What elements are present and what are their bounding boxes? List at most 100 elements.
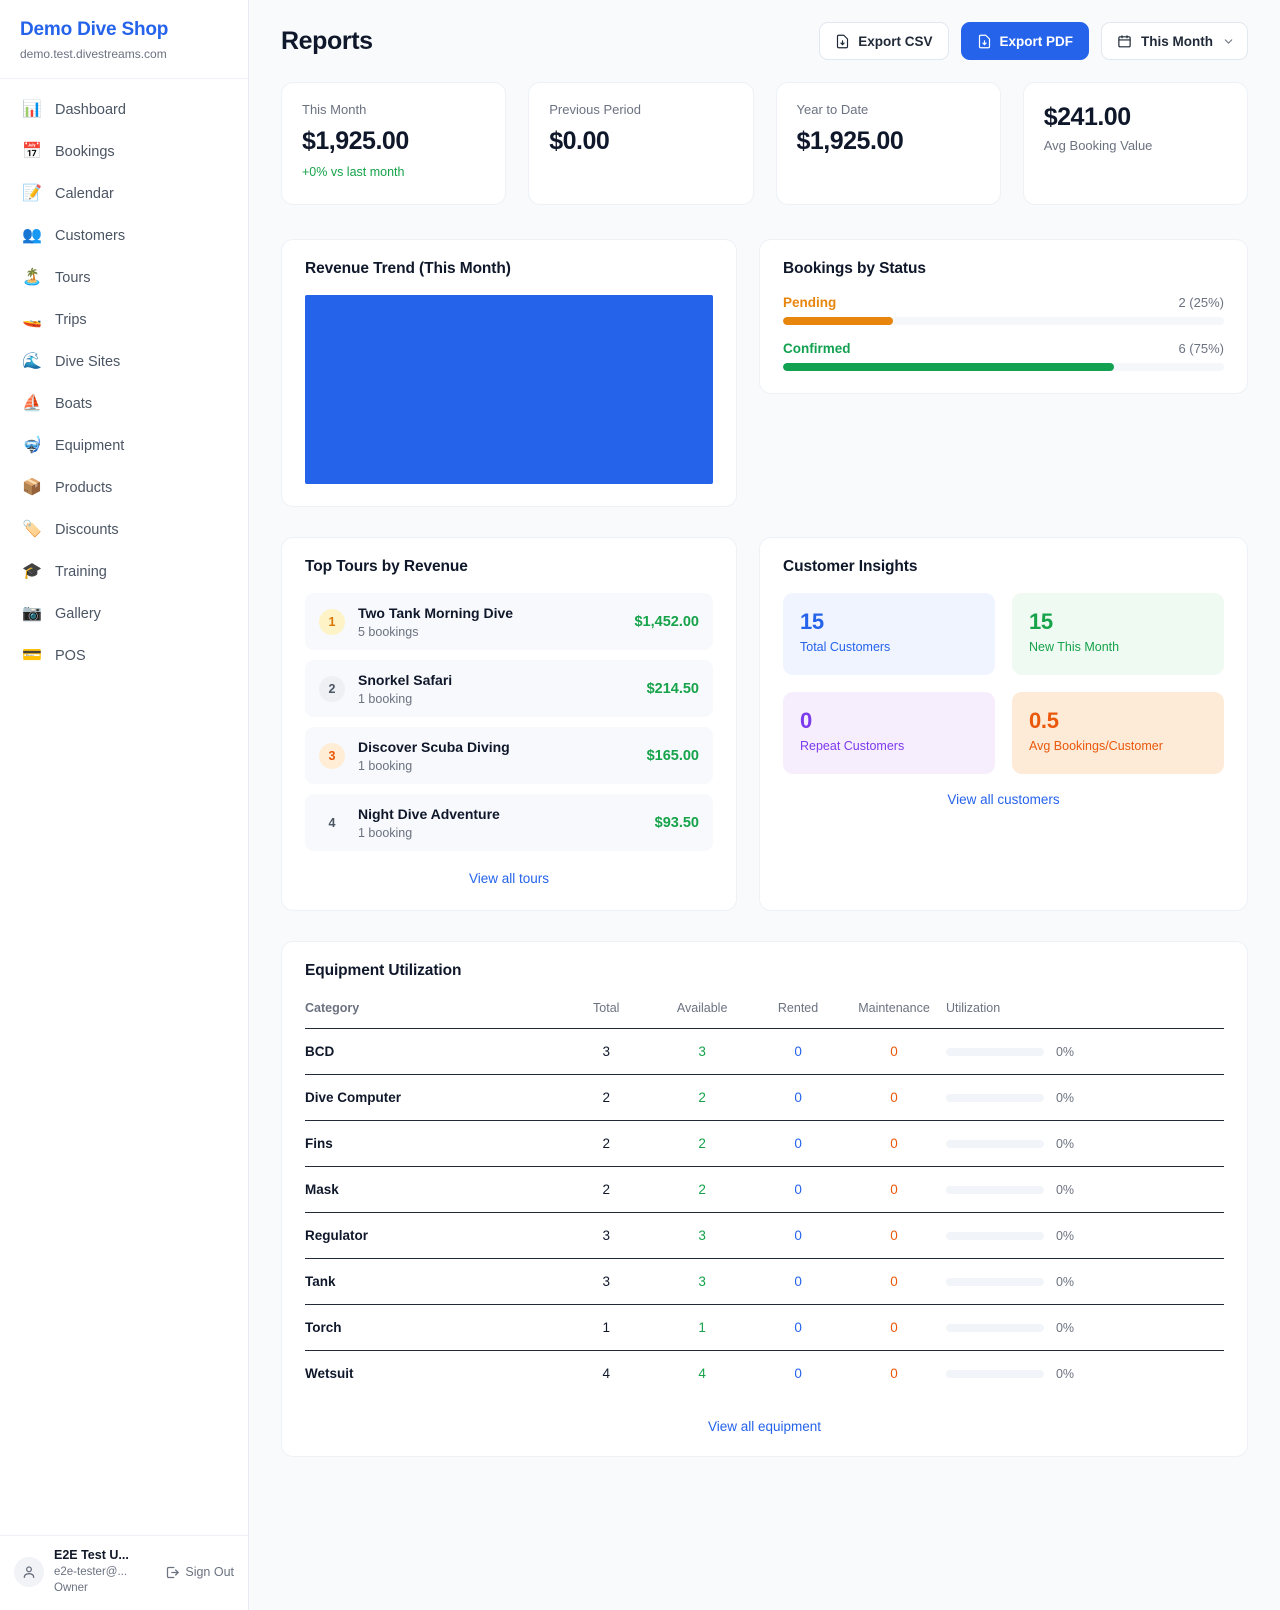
utilization-percent: 0% bbox=[1055, 1274, 1075, 1289]
view-all-tours-link[interactable]: View all tours bbox=[468, 871, 550, 886]
sidebar-item-label: Discounts bbox=[55, 522, 119, 538]
revenue-trend-chart bbox=[305, 295, 713, 484]
tour-amount: $165.00 bbox=[646, 747, 699, 764]
sidebar-item-label: Products bbox=[55, 480, 113, 496]
revenue-trend-title: Revenue Trend (This Month) bbox=[305, 260, 511, 277]
utilization-cell: 0% bbox=[945, 1367, 1216, 1381]
equipment-total: 4 bbox=[562, 1350, 659, 1396]
sailboat-icon: ⛵ bbox=[22, 395, 42, 412]
stat-card-value: $1,925.00 bbox=[796, 127, 904, 155]
equipment-column-header: Total bbox=[593, 1001, 620, 1015]
sign-out-button[interactable]: Sign Out bbox=[165, 1565, 234, 1580]
status-progress-bar bbox=[783, 317, 894, 325]
equipment-column-header: Rented bbox=[777, 1001, 819, 1015]
page-header: Reports Export CSV Export PDF bbox=[281, 22, 1248, 60]
equipment-available: 2 bbox=[658, 1074, 755, 1121]
sidebar-item-label: Tours bbox=[55, 270, 91, 286]
status-head: Confirmed 6 (75%) bbox=[783, 341, 1224, 356]
insight-tile-label: Repeat Customers bbox=[800, 739, 905, 753]
status-row: Pending 2 (25%) bbox=[783, 295, 1224, 325]
tour-main: Discover Scuba Diving 1 booking bbox=[358, 738, 634, 773]
tour-bookings: 1 booking bbox=[358, 759, 413, 773]
equipment-total: 3 bbox=[562, 1028, 659, 1075]
equipment-maintenance: 0 bbox=[850, 1120, 946, 1167]
equipment-category: Dive Computer bbox=[305, 1074, 563, 1121]
sidebar-item-products[interactable]: 📦 Products bbox=[0, 467, 248, 509]
brand-block[interactable]: Demo Dive Shop demo.test.divestreams.com bbox=[0, 0, 248, 79]
table-row: Torch 1 1 0 0 0% bbox=[305, 1304, 1224, 1351]
sidebar-item-customers[interactable]: 👥 Customers bbox=[0, 215, 248, 257]
wave-icon: 🌊 bbox=[22, 353, 42, 370]
utilization-percent: 0% bbox=[1055, 1090, 1075, 1105]
tour-main: Night Dive Adventure 1 booking bbox=[358, 805, 642, 840]
sidebar-item-calendar[interactable]: 📝 Calendar bbox=[0, 173, 248, 215]
view-all-equipment-link[interactable]: View all equipment bbox=[707, 1419, 822, 1434]
sidebar-item-bookings[interactable]: 📅 Bookings bbox=[0, 131, 248, 173]
tour-amount: $93.50 bbox=[654, 814, 699, 831]
stat-card-label: Year to Date bbox=[796, 102, 869, 117]
sidebar-item-dashboard[interactable]: 📊 Dashboard bbox=[0, 89, 248, 131]
sidebar-item-pos[interactable]: 💳 POS bbox=[0, 635, 248, 677]
equipment-category: Tank bbox=[305, 1258, 563, 1305]
equipment-rented: 0 bbox=[754, 1074, 851, 1121]
equipment-maintenance: 0 bbox=[850, 1212, 946, 1259]
chevron-down-icon bbox=[1224, 38, 1233, 44]
equipment-category: Mask bbox=[305, 1166, 563, 1213]
utilization-cell: 0% bbox=[945, 1321, 1216, 1335]
tour-list-item[interactable]: 4 Night Dive Adventure 1 booking $93.50 bbox=[305, 794, 713, 851]
export-csv-button[interactable]: Export CSV bbox=[819, 22, 949, 60]
user-role: Owner bbox=[54, 1582, 88, 1594]
equipment-available: 2 bbox=[658, 1166, 755, 1213]
sidebar-item-trips[interactable]: 🚤 Trips bbox=[0, 299, 248, 341]
equipment-utilization: 0% bbox=[945, 1074, 1224, 1121]
people-icon: 👥 bbox=[22, 227, 42, 244]
equipment-utilization: 0% bbox=[945, 1028, 1224, 1075]
insight-tile-value: 15 bbox=[1029, 609, 1053, 634]
sidebar-spacer bbox=[0, 683, 248, 1535]
sidebar-item-boats[interactable]: ⛵ Boats bbox=[0, 383, 248, 425]
sidebar-item-tours[interactable]: 🏝️ Tours bbox=[0, 257, 248, 299]
tour-amount: $1,452.00 bbox=[634, 613, 699, 630]
stat-card: This Month $1,925.00 +0% vs last month bbox=[281, 82, 507, 205]
equipment-utilization-panel: Equipment Utilization Category Total Avail… bbox=[281, 941, 1248, 1457]
tour-list-item[interactable]: 2 Snorkel Safari 1 booking $214.50 bbox=[305, 660, 713, 717]
sidebar-item-training[interactable]: 🎓 Training bbox=[0, 551, 248, 593]
diving-mask-icon: 🤿 bbox=[22, 437, 42, 454]
equipment-table-head: Category Total Available Rented Maintenance U… bbox=[305, 997, 1224, 1029]
sidebar-item-discounts[interactable]: 🏷️ Discounts bbox=[0, 509, 248, 551]
tour-name: Two Tank Morning Dive bbox=[358, 605, 514, 621]
insight-tile-value: 0 bbox=[800, 708, 812, 733]
equipment-rented: 0 bbox=[754, 1166, 851, 1213]
sign-out-icon bbox=[167, 1566, 180, 1578]
status-progress-track bbox=[783, 363, 1224, 371]
equipment-title: Equipment Utilization bbox=[305, 962, 462, 979]
equipment-utilization: 0% bbox=[945, 1166, 1224, 1213]
sidebar-nav: 📊 Dashboard 📅 Bookings 📝 Calendar 👥 Customers 🏝️… bbox=[0, 79, 248, 683]
insight-tile-value: 15 bbox=[800, 609, 824, 634]
page-title: Reports bbox=[281, 26, 373, 55]
view-all-equipment-row: View all equipment bbox=[305, 1418, 1224, 1436]
tour-name: Night Dive Adventure bbox=[358, 806, 500, 822]
equipment-available: 4 bbox=[658, 1350, 755, 1396]
sidebar-item-equipment[interactable]: 🤿 Equipment bbox=[0, 425, 248, 467]
period-label: This Month bbox=[1141, 33, 1213, 49]
sidebar-item-dive-sites[interactable]: 🌊 Dive Sites bbox=[0, 341, 248, 383]
export-pdf-button[interactable]: Export PDF bbox=[960, 22, 1090, 60]
equipment-rented: 0 bbox=[754, 1028, 851, 1075]
tour-list-item[interactable]: 3 Discover Scuba Diving 1 booking $165.00 bbox=[305, 727, 713, 784]
sidebar-item-gallery[interactable]: 📷 Gallery bbox=[0, 593, 248, 635]
equipment-category: Wetsuit bbox=[305, 1350, 563, 1396]
bookings-status-title: Bookings by Status bbox=[783, 260, 926, 277]
view-all-customers-link[interactable]: View all customers bbox=[947, 792, 1060, 807]
period-select[interactable]: This Month bbox=[1101, 22, 1248, 60]
avatar bbox=[14, 1557, 44, 1587]
credit-card-icon: 💳 bbox=[22, 647, 42, 664]
tour-bookings: 5 bookings bbox=[358, 625, 419, 639]
file-download-icon bbox=[978, 34, 990, 48]
equipment-available: 1 bbox=[658, 1304, 755, 1351]
file-download-icon bbox=[837, 34, 849, 48]
insight-tile-label: New This Month bbox=[1029, 640, 1120, 654]
stat-card: $241.00 Avg Booking Value bbox=[1022, 82, 1248, 205]
tour-list-item[interactable]: 1 Two Tank Morning Dive 5 bookings $1,452.0… bbox=[305, 593, 713, 650]
